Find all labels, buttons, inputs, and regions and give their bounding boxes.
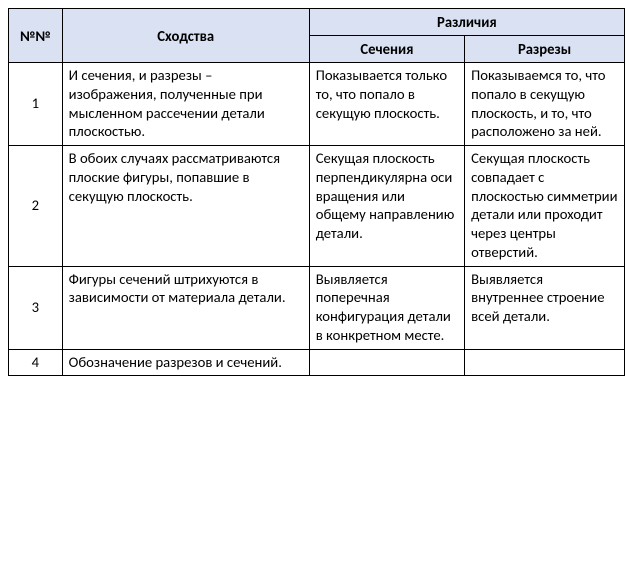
header-sections: Сечения [309, 36, 464, 63]
row-similarity: В обоих случаях рассматриваются плоские … [62, 146, 309, 267]
row-number: 2 [9, 146, 63, 267]
header-number: №№ [9, 9, 63, 63]
row-section: Показывается только то, что попало в сек… [309, 63, 464, 146]
row-number: 4 [9, 349, 63, 376]
row-section: Секущая плоскость перпендикулярна оси вр… [309, 146, 464, 267]
row-similarity: И сечения, и разрезы – изображения, полу… [62, 63, 309, 146]
header-differences: Различия [309, 9, 624, 36]
row-cut: Секущая плоскость совпадает с плоскостью… [465, 146, 625, 267]
row-section: Выявляется поперечная конфигурация детал… [309, 266, 464, 349]
row-number: 3 [9, 266, 63, 349]
row-cut: Выявляется внутреннее строение всей дета… [465, 266, 625, 349]
header-cuts: Разрезы [465, 36, 625, 63]
comparison-table: №№ Сходства Различия Сечения Разрезы 1 И… [8, 8, 625, 376]
table-row: 1 И сечения, и разрезы – изображения, по… [9, 63, 625, 146]
table-row: 2 В обоих случаях рассматриваются плоски… [9, 146, 625, 267]
row-section [309, 349, 464, 376]
table-row: 3 Фигуры сечений штрихуются в зависимост… [9, 266, 625, 349]
row-similarity: Обозначение разрезов и сечений. [62, 349, 309, 376]
header-row-1: №№ Сходства Различия [9, 9, 625, 36]
header-similarities: Сходства [62, 9, 309, 63]
row-number: 1 [9, 63, 63, 146]
row-cut: Показываемся то, что попало в секущую пл… [465, 63, 625, 146]
table-row: 4 Обозначение разрезов и сечений. [9, 349, 625, 376]
row-similarity: Фигуры сечений штрихуются в зависимости … [62, 266, 309, 349]
row-cut [465, 349, 625, 376]
table-body: 1 И сечения, и разрезы – изображения, по… [9, 63, 625, 376]
